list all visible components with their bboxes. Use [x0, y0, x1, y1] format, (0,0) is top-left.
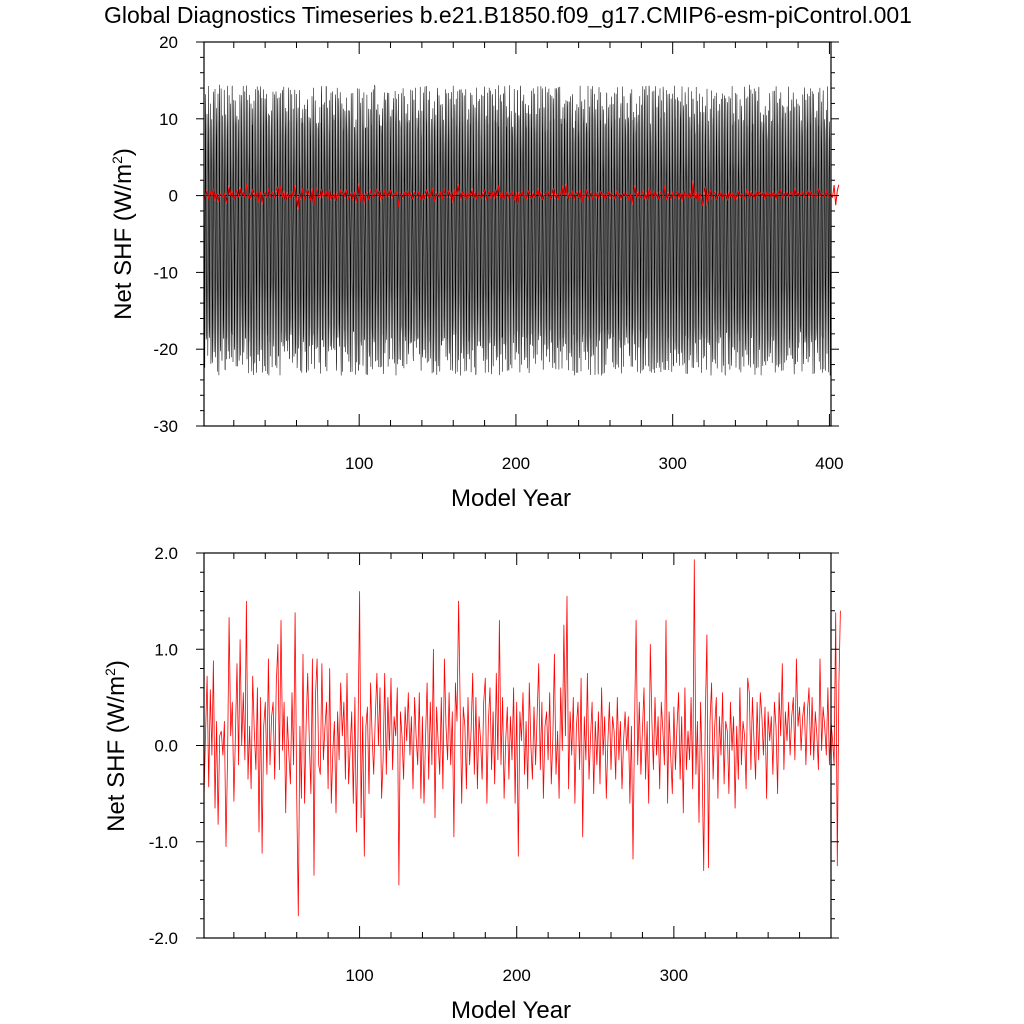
y-axis-label-main: Net SHF (W/m — [110, 164, 137, 320]
y-axis-label-sup: 2 — [102, 668, 118, 676]
panel-annual-timeseries: 100 200 300 -2.0 -1.0 0.0 1.0 2.0 Model Year Ne… — [102, 544, 841, 1024]
axis-ticks-top: 100 200 300 400 -30 -20 -10 0 10 20 — [153, 33, 843, 473]
monthly-series-line — [203, 84, 832, 376]
y-tick-label: 10 — [159, 110, 178, 129]
plot-area-bottom — [203, 559, 841, 917]
figure-title: Global Diagnostics Timeseries b.e21.B185… — [104, 2, 912, 28]
y-axis-label-close: ) — [110, 148, 137, 156]
y-tick-label: -30 — [153, 417, 178, 436]
annual-mean-series-line — [203, 559, 841, 917]
y-axis-label: Net SHF (W/m2) — [102, 660, 130, 832]
x-tick-label: 100 — [345, 454, 373, 473]
x-axis-title-top: Model Year — [451, 485, 571, 512]
y-tick-label: -20 — [153, 340, 178, 359]
y-tick-label: 1.0 — [154, 640, 178, 659]
y-axis-label-sup: 2 — [109, 156, 125, 164]
plot-frame-top — [203, 41, 832, 427]
x-tick-label: 300 — [660, 966, 688, 985]
x-tick-label: 300 — [658, 454, 686, 473]
panel-seasonal-timeseries: 100 200 300 400 -30 -20 -10 0 10 20 Model Year Ne… — [109, 33, 844, 512]
y-tick-label: 0 — [169, 187, 178, 206]
x-tick-label: 200 — [502, 454, 530, 473]
y-axis-label: Net SHF (W/m2) — [109, 148, 137, 320]
x-axis-label: Model Year — [451, 997, 571, 1024]
y-tick-label: 20 — [159, 33, 178, 52]
x-tick-label: 400 — [815, 454, 843, 473]
axis-ticks-bottom: 100 200 300 -2.0 -1.0 0.0 1.0 2.0 — [149, 544, 839, 985]
annual-mean-overlay-line — [203, 180, 840, 210]
y-tick-label: -2.0 — [149, 929, 178, 948]
y-axis-label-close: ) — [103, 660, 130, 668]
y-axis-label-main: Net SHF (W/m — [103, 676, 130, 832]
x-tick-label: 100 — [345, 966, 373, 985]
x-tick-label: 200 — [503, 966, 531, 985]
y-tick-label: -10 — [153, 263, 178, 282]
plot-area-top — [203, 84, 840, 376]
x-axis-label: Model Year — [451, 485, 571, 512]
y-tick-label: 2.0 — [154, 544, 178, 563]
y-tick-label: -1.0 — [149, 833, 178, 852]
y-tick-label: 0.0 — [154, 737, 178, 756]
